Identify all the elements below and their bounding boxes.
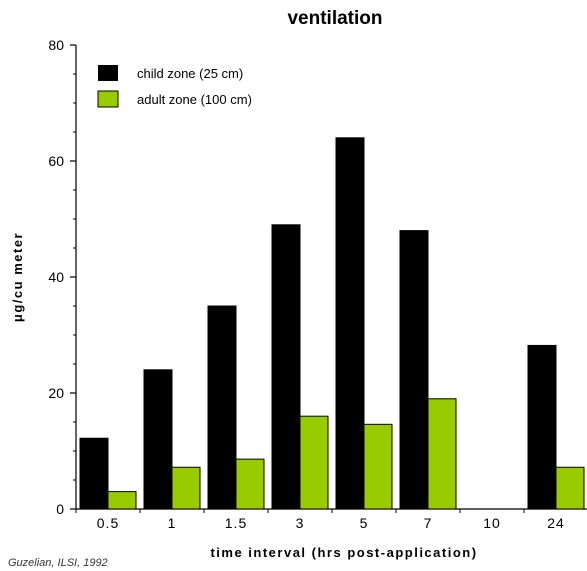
bar-adult-zone [555,466,585,510]
bar-child-zone [207,305,237,510]
bar-child-zone [271,224,301,510]
bar-adult-zone [363,423,393,510]
chart-title: ventilation [287,8,382,29]
source-note: Guzelian, ILSI, 1992 [8,557,108,569]
legend-label-adult-zone: adult zone (100 cm) [137,92,252,107]
bar-adult-zone [171,466,201,510]
y-tick-label: 40 [48,269,64,285]
y-axis-label: μg/cu meter [10,232,25,322]
bar-adult-zone [427,398,457,510]
bar-child-zone [335,137,365,510]
x-tick-label: 0.5 [97,515,119,531]
x-tick-label: 5 [360,515,369,531]
y-tick-label: 20 [48,385,64,401]
x-tick-label: 24 [547,515,565,531]
x-axis-label: time interval (hrs post-application) [210,545,477,560]
y-tick-label: 0 [56,501,64,517]
y-ticks: 0 20 40 60 80 [48,37,76,517]
legend-swatch-child-zone [98,65,118,81]
legend: child zone (25 cm) adult zone (100 cm) [97,65,252,108]
bar-child-zone [79,437,109,510]
legend-label-child-zone: child zone (25 cm) [137,66,243,81]
bars [79,137,585,510]
legend-swatch-adult-zone [97,90,119,108]
y-tick-label: 80 [48,37,64,53]
bar-adult-zone [299,415,329,510]
x-ticks: 0.5 1 1.5 3 5 7 10 24 [75,509,565,531]
bar-child-zone [527,344,557,510]
x-tick-label: 1.5 [225,515,247,531]
x-tick-label: 7 [424,515,433,531]
bar-child-zone [399,230,429,510]
x-tick-label: 3 [296,515,305,531]
bar-adult-zone [107,491,137,510]
x-tick-label: 1 [168,515,177,531]
y-tick-label: 60 [48,153,64,169]
bar-adult-zone [235,458,265,510]
bar-child-zone [143,369,173,510]
x-tick-label: 10 [483,515,501,531]
